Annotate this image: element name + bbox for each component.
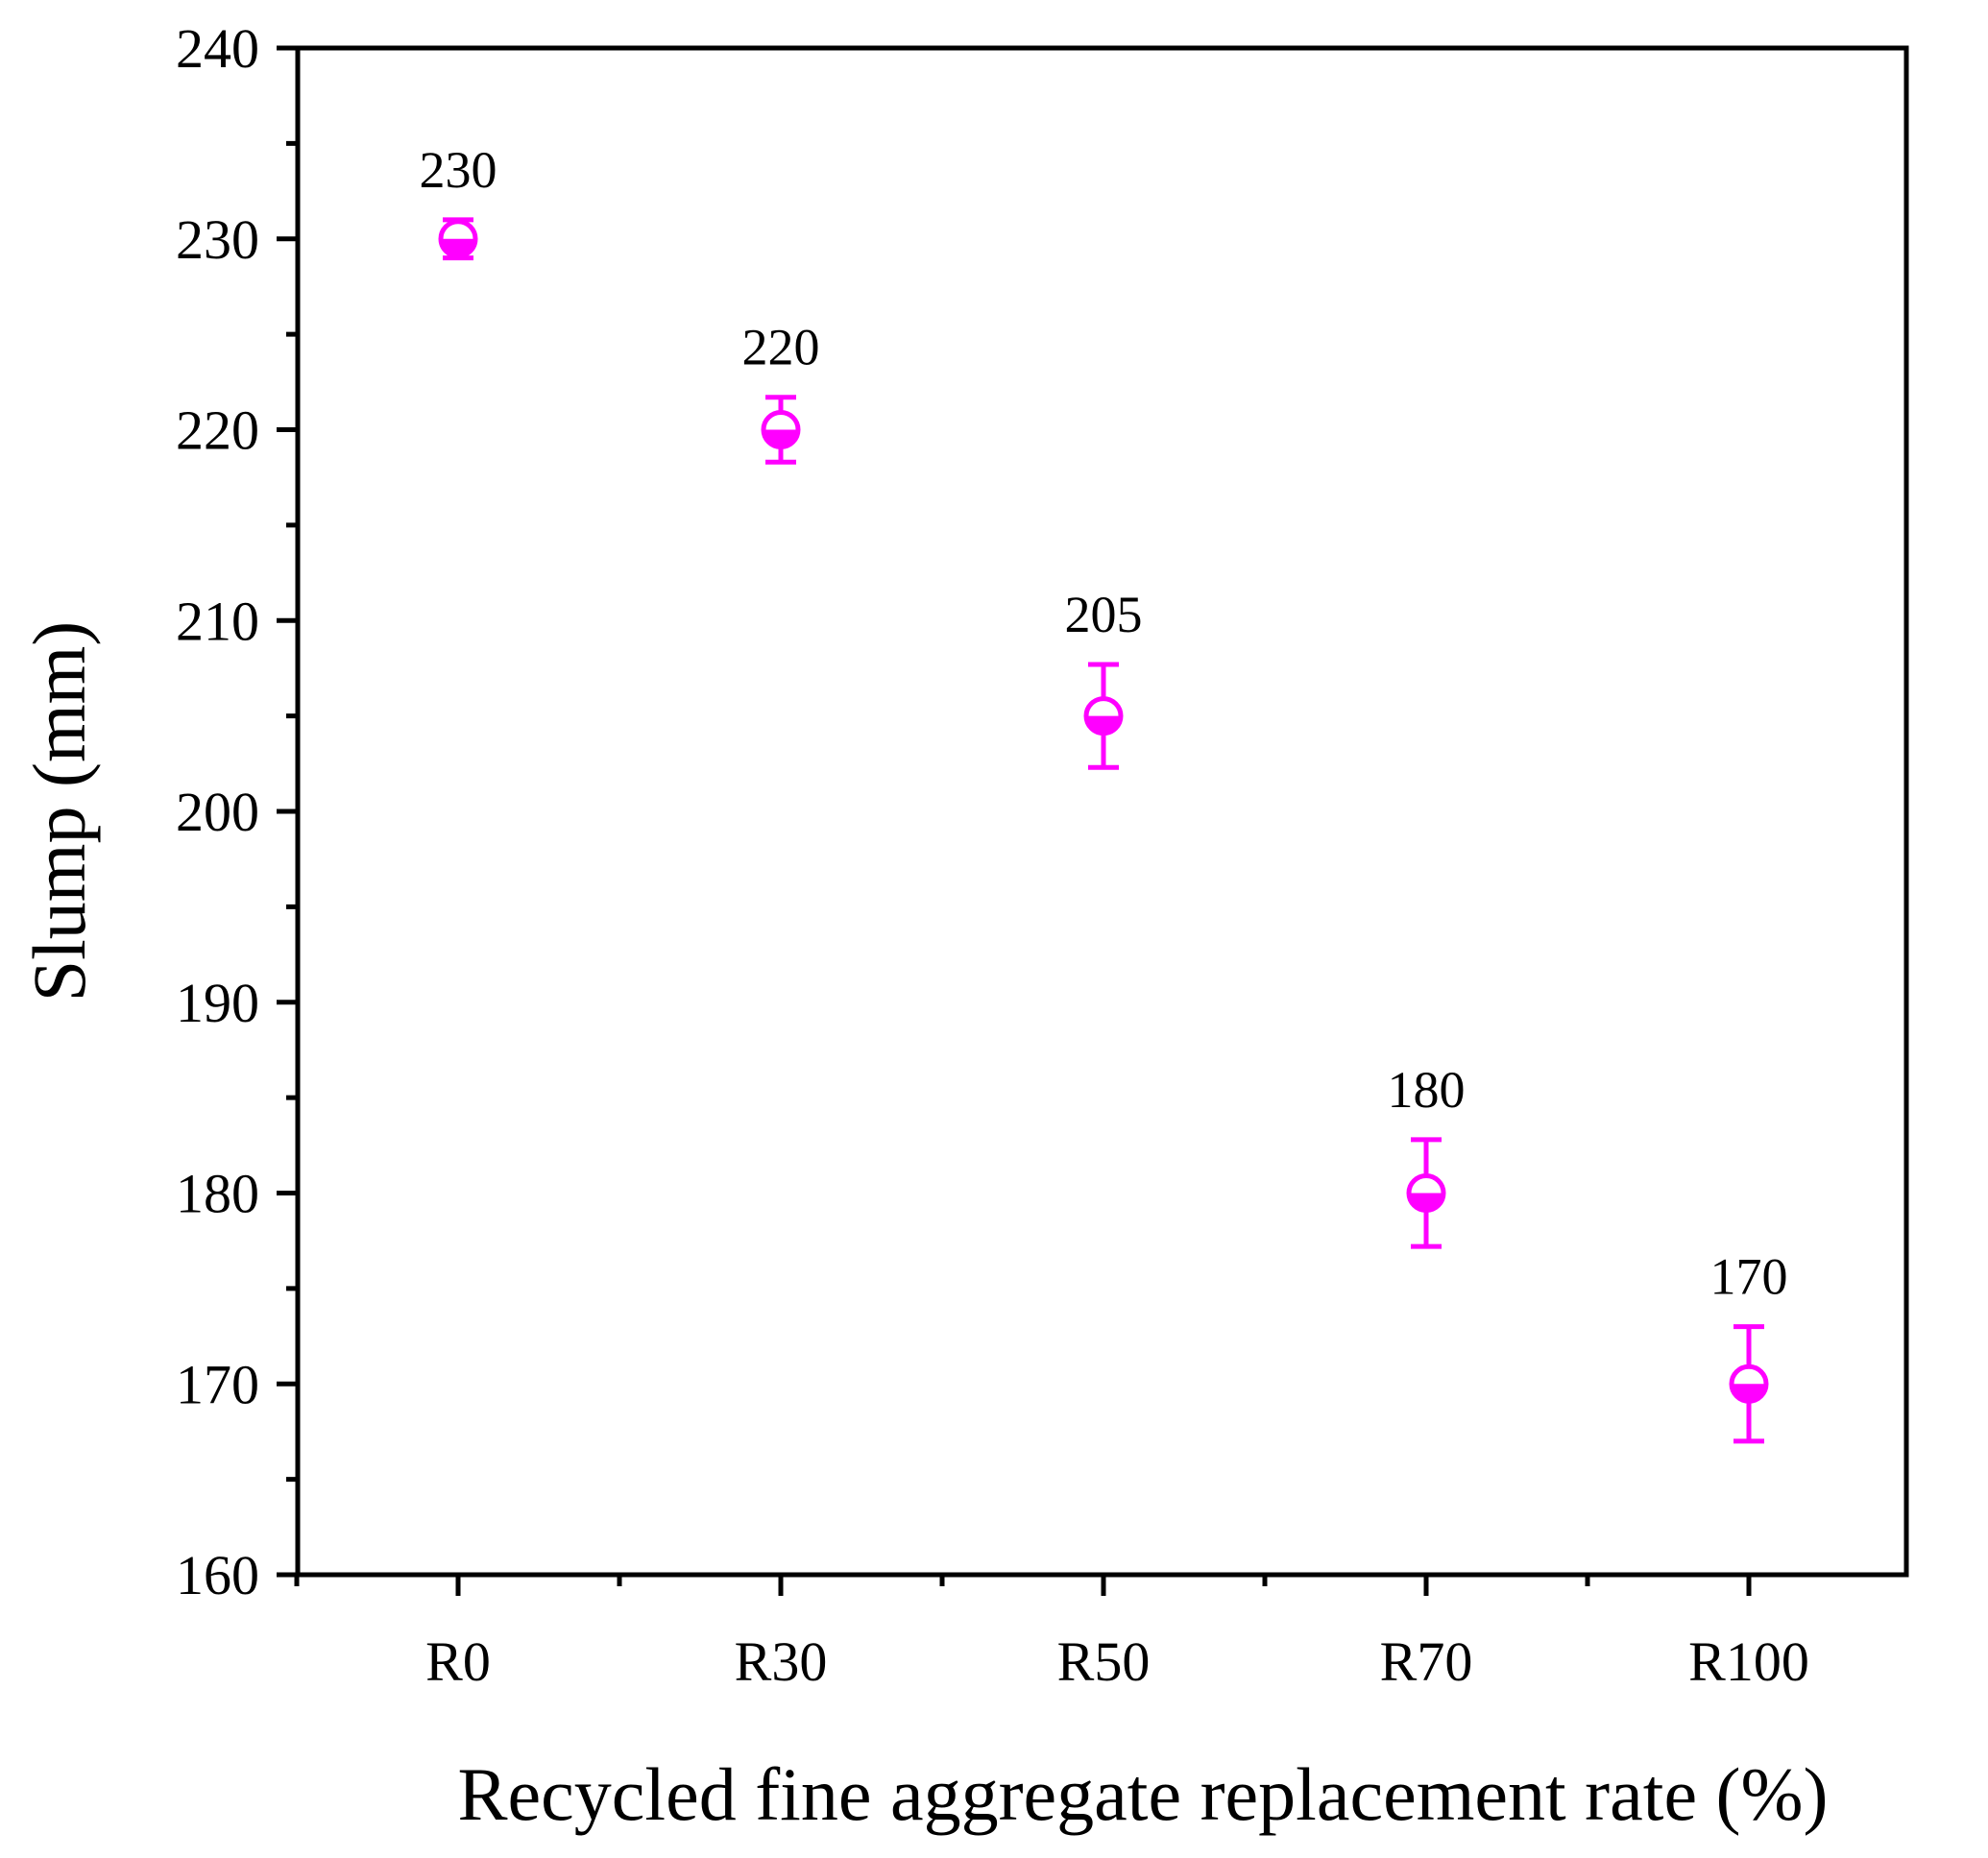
y-tick-label: 240	[176, 17, 259, 80]
marker-outline	[1729, 1363, 1769, 1404]
data-point: 170	[1710, 1248, 1788, 1444]
y-tick-label: 220	[176, 399, 259, 462]
y-tick-label: 190	[176, 972, 259, 1034]
x-tick-labels: R0 R30 R50 R70 R100	[425, 1630, 1809, 1693]
data-label: 170	[1710, 1248, 1788, 1306]
data-label: 205	[1065, 586, 1143, 643]
data-marks: 230 220 205 180 170	[420, 141, 1788, 1444]
data-label: 180	[1388, 1061, 1466, 1119]
marker-outline	[761, 410, 801, 449]
plot-frame	[295, 45, 1909, 1578]
y-tick-label: 160	[176, 1544, 259, 1606]
x-tick-label: R100	[1688, 1630, 1809, 1693]
data-point: 220	[742, 319, 820, 465]
x-axis-title: Recycled fine aggregate replacement rate…	[458, 1752, 1829, 1836]
x-tick-label: R30	[735, 1630, 828, 1693]
marker-outline	[438, 219, 478, 259]
y-tick-label: 200	[176, 781, 259, 843]
axis-ticks	[277, 45, 1752, 1596]
data-point: 230	[420, 141, 497, 261]
data-label: 230	[420, 141, 497, 199]
y-tick-labels: 160 170 180 190 200 210 220 230 240	[176, 17, 259, 1606]
data-point: 205	[1065, 586, 1143, 770]
marker-outline	[1406, 1173, 1446, 1213]
data-point: 180	[1388, 1061, 1466, 1249]
y-tick-label: 180	[176, 1163, 259, 1225]
y-axis-title: Slump (mm)	[17, 621, 101, 1002]
data-label: 220	[742, 319, 820, 376]
y-tick-label: 170	[176, 1353, 259, 1415]
x-tick-label: R0	[425, 1630, 491, 1693]
y-tick-label: 210	[176, 590, 259, 652]
x-tick-label: R50	[1057, 1630, 1151, 1693]
marker-outline	[1083, 696, 1124, 736]
x-tick-label: R70	[1380, 1630, 1473, 1693]
y-tick-label: 230	[176, 208, 259, 271]
